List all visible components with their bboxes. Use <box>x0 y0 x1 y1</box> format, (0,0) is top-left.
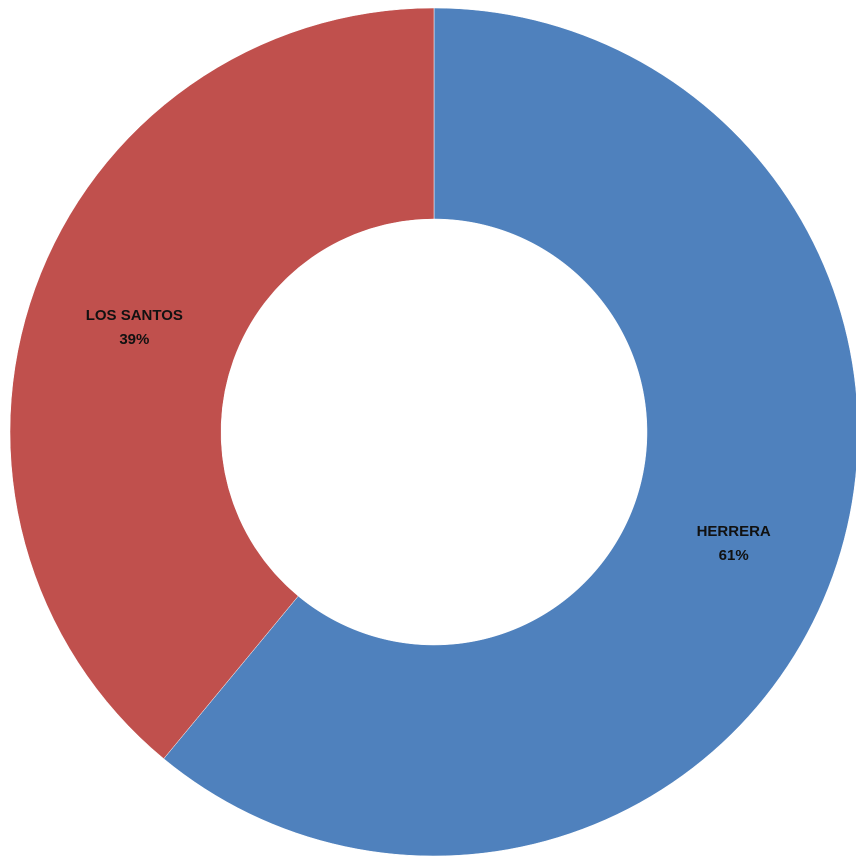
slice-percent-los-santos: 39% <box>119 331 149 348</box>
labels-group: HERRERA 61% LOS SANTOS 39% <box>86 307 771 564</box>
slices-group <box>9 7 856 857</box>
slice-percent-herrera: 61% <box>719 547 749 564</box>
slice-label-los-santos: LOS SANTOS <box>86 307 183 324</box>
slice-label-herrera: HERRERA <box>697 523 771 540</box>
slice-herrera <box>163 7 856 857</box>
